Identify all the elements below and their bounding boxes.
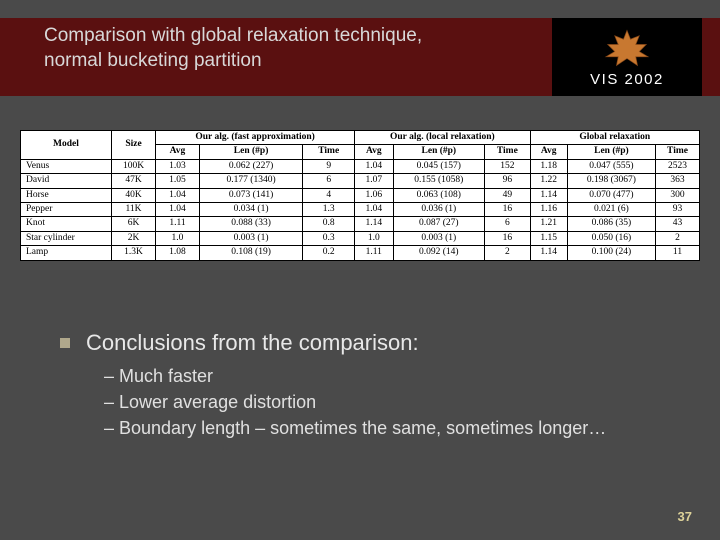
maple-leaf-icon bbox=[600, 27, 654, 69]
conclusions-block: Conclusions from the comparison: – Much … bbox=[60, 330, 690, 444]
logo-area: VIS 2002 bbox=[552, 18, 702, 96]
header-band-top bbox=[0, 0, 720, 18]
comparison-table: ModelSizeOur alg. (fast approximation)Ou… bbox=[20, 130, 700, 261]
page-number: 37 bbox=[678, 509, 692, 524]
table-row: Star cylinder2K1.00.003 (1)0.31.00.003 (… bbox=[21, 231, 700, 245]
slide-title: Comparison with global relaxation techni… bbox=[44, 24, 474, 73]
logo-text: VIS 2002 bbox=[590, 71, 664, 88]
table-row: Venus100K1.030.062 (227)91.040.045 (157)… bbox=[21, 159, 700, 173]
table-row: Pepper11K1.040.034 (1)1.31.040.036 (1)16… bbox=[21, 202, 700, 216]
conclusions-heading: Conclusions from the comparison: bbox=[86, 330, 419, 356]
conclusions-list: – Much faster – Lower average distortion –… bbox=[104, 366, 690, 439]
list-item: – Boundary length – sometimes the same, … bbox=[104, 418, 690, 439]
bullet-row: Conclusions from the comparison: bbox=[60, 330, 690, 356]
table-row: David47K1.050.177 (1340)61.070.155 (1058… bbox=[21, 174, 700, 188]
table-row: Horse40K1.040.073 (141)41.060.063 (108)4… bbox=[21, 188, 700, 202]
table-row: Lamp1.3K1.080.108 (19)0.21.110.092 (14)2… bbox=[21, 246, 700, 260]
table-row: Knot6K1.110.088 (33)0.81.140.087 (27)61.… bbox=[21, 217, 700, 231]
list-item: – Lower average distortion bbox=[104, 392, 690, 413]
list-item: – Much faster bbox=[104, 366, 690, 387]
bullet-square-icon bbox=[60, 338, 70, 348]
